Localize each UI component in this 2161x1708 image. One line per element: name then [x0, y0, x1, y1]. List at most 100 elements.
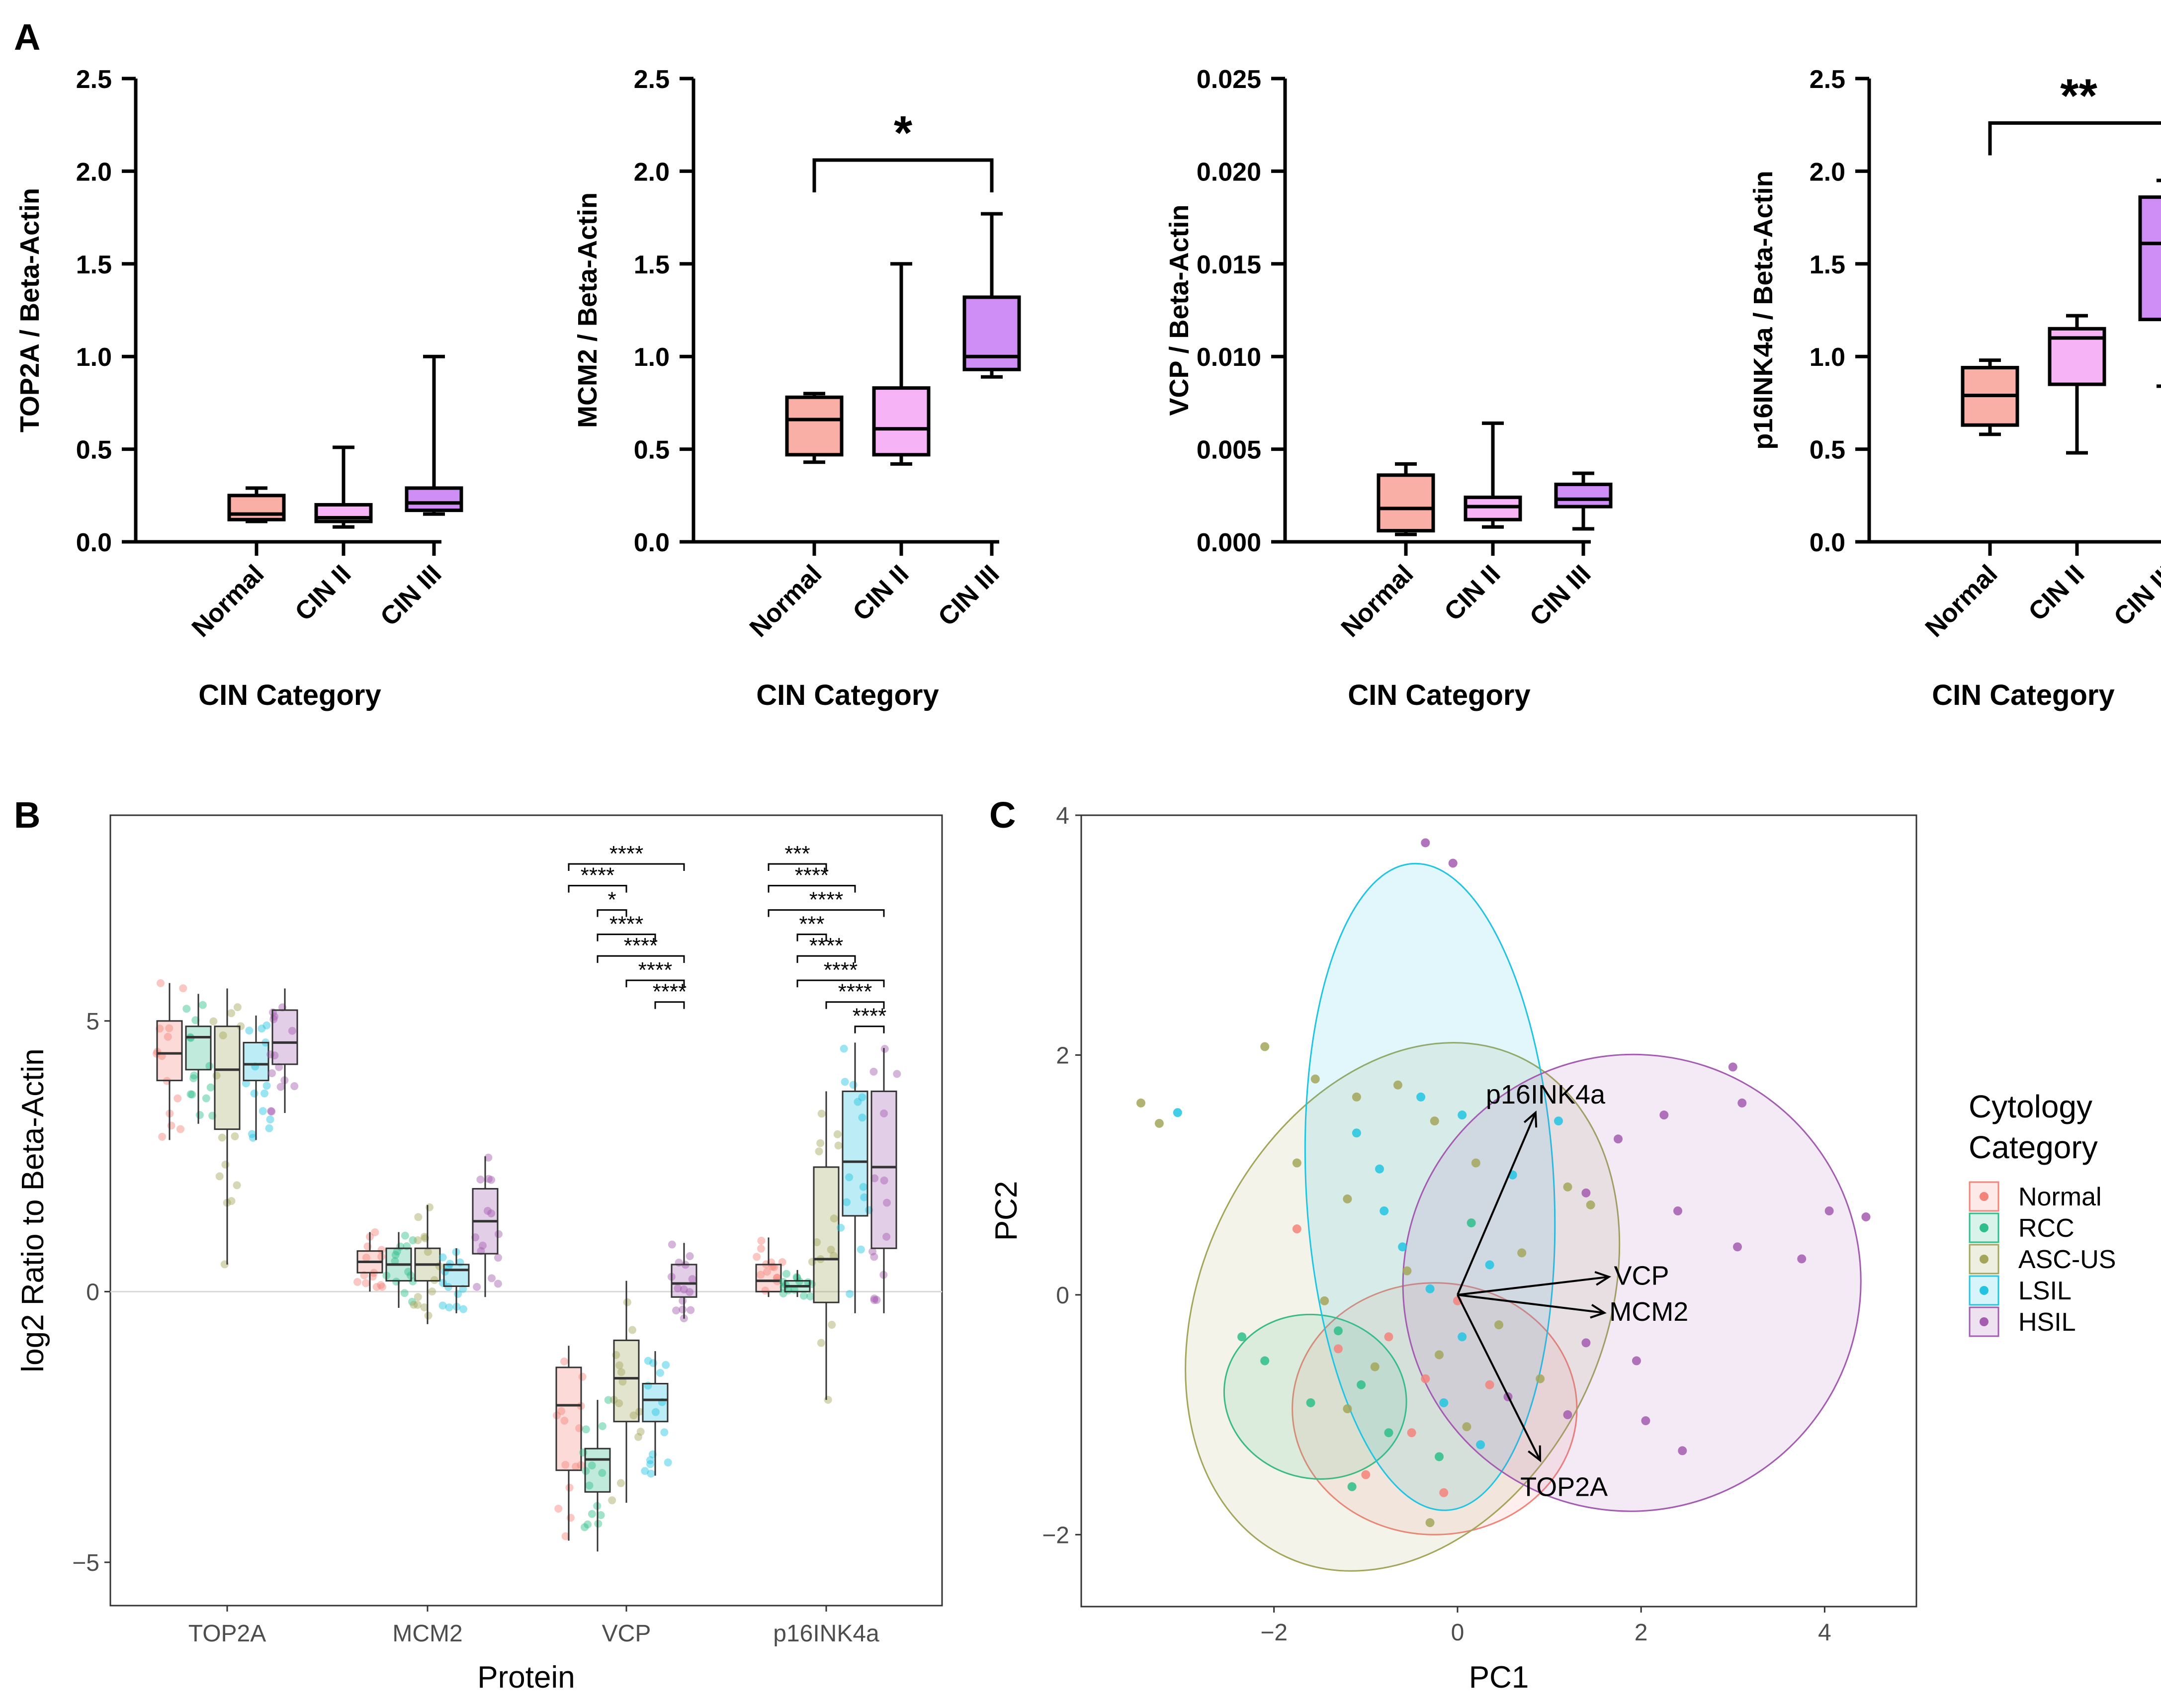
jitter-point: [158, 1132, 167, 1141]
jitter-point: [561, 1460, 570, 1469]
jitter-point: [636, 1428, 645, 1436]
significance-bracket: [854, 1025, 885, 1033]
loading-arrow-shaft: [1457, 1293, 1605, 1314]
score-point: [1416, 1092, 1426, 1102]
loading-arrow-shaft: [1457, 1112, 1537, 1295]
jitter-point: [782, 1270, 790, 1278]
significance-bracket: [768, 863, 827, 871]
jitter-point: [649, 1359, 658, 1367]
jitter-point: [846, 1289, 854, 1298]
box-cin-ii: [1464, 421, 1522, 529]
y-tick-label: 5: [86, 1009, 99, 1035]
box-iqr: [872, 386, 931, 457]
significance-bracket: [597, 934, 656, 941]
jitter-point: [815, 1147, 823, 1156]
jitter-point: [413, 1300, 422, 1309]
jitter-point: [646, 1456, 655, 1464]
jitter-point: [869, 1067, 878, 1076]
x-tick-label: 4: [1818, 1620, 1831, 1646]
x-axis-label: CIN Category: [1932, 679, 2114, 711]
box-iqr: [156, 1020, 183, 1082]
jitter-point: [829, 1252, 838, 1260]
jitter-point: [267, 1108, 276, 1116]
y-tick-label: 2: [1056, 1042, 1069, 1069]
jitter-point: [242, 1079, 250, 1088]
jitter-point: [267, 1107, 275, 1115]
y-tick-label: 1.0: [1810, 343, 1845, 372]
legend-label: Normal: [2018, 1183, 2102, 1211]
jitter-point: [572, 1462, 580, 1471]
box-mcm2-normal: [353, 1228, 386, 1292]
jitter-point: [362, 1254, 370, 1262]
jitter-point: [757, 1237, 766, 1245]
significance-bracket: [568, 863, 685, 871]
y-tick-label: 0.010: [1197, 343, 1261, 372]
jitter-point: [189, 1074, 198, 1083]
y-tick-label: 0: [1056, 1282, 1069, 1309]
confidence-ellipse-lsil: [1304, 862, 1556, 1511]
loading-label-top2a: TOP2A: [1520, 1472, 1608, 1502]
y-tick-label: 0.025: [1197, 65, 1261, 94]
jitter-point: [393, 1247, 401, 1256]
jitter-point: [164, 1032, 172, 1041]
score-point: [1728, 1062, 1737, 1072]
jitter-point: [858, 1113, 866, 1122]
jitter-point: [824, 1395, 832, 1404]
box-top2a-asc-us: [209, 988, 245, 1269]
score-point: [1333, 1344, 1343, 1354]
score-point: [1517, 1248, 1527, 1258]
jitter-point: [233, 1003, 242, 1012]
jitter-point: [372, 1282, 381, 1291]
jitter-point: [872, 1296, 881, 1304]
jitter-point: [190, 1071, 198, 1080]
jitter-point: [414, 1236, 422, 1244]
legend-title-line1: Cytology: [1969, 1089, 2092, 1124]
jitter-point: [647, 1469, 655, 1478]
jitter-point: [487, 1274, 496, 1282]
jitter-point: [799, 1291, 808, 1300]
score-point: [1435, 1452, 1444, 1461]
jitter-point: [195, 1111, 204, 1119]
score-point: [1384, 1332, 1393, 1342]
jitter-point: [258, 1025, 266, 1033]
jitter-point: [476, 1175, 485, 1184]
score-point: [1333, 1326, 1343, 1336]
jitter-point: [368, 1273, 377, 1281]
score-point: [1458, 1332, 1467, 1342]
score-point: [1581, 1188, 1591, 1197]
legend-key-point: [1980, 1286, 1988, 1295]
box-cin-iii: [962, 212, 1021, 379]
score-point: [1471, 1158, 1480, 1168]
y-tick-label: 1.0: [76, 343, 112, 372]
jitter-point: [664, 1458, 672, 1467]
score-point: [1421, 838, 1430, 848]
jitter-point: [817, 1339, 825, 1347]
score-point: [1430, 1116, 1439, 1126]
score-point: [1733, 1242, 1742, 1252]
jitter-point: [409, 1236, 417, 1245]
jitter-point: [840, 1044, 848, 1053]
jitter-point: [438, 1279, 447, 1287]
box-iqr: [214, 1025, 241, 1130]
score-point: [1375, 1164, 1384, 1174]
jitter-point: [557, 1407, 566, 1415]
jitter-point: [227, 1197, 236, 1205]
jitter-point: [494, 1230, 503, 1238]
plot-contents: p16INK4a VCP MCM2 TOP2A: [1136, 838, 1871, 1572]
significance-label: ****: [824, 958, 858, 982]
jitter-point: [173, 1094, 182, 1103]
box-iqr: [405, 486, 463, 512]
box-vcp-rcc: [579, 1396, 612, 1552]
jitter-point: [644, 1357, 652, 1365]
jitter-point: [408, 1297, 417, 1306]
jitter-point: [227, 1009, 236, 1018]
box-iqr: [555, 1366, 582, 1471]
jitter-point: [763, 1268, 771, 1276]
box-cin-ii: [2048, 314, 2106, 455]
jitter-point: [868, 1247, 877, 1256]
score-point: [1320, 1296, 1329, 1305]
score-point: [1361, 1470, 1371, 1479]
legend-key-point: [1980, 1255, 1988, 1264]
score-point: [1485, 1260, 1494, 1270]
